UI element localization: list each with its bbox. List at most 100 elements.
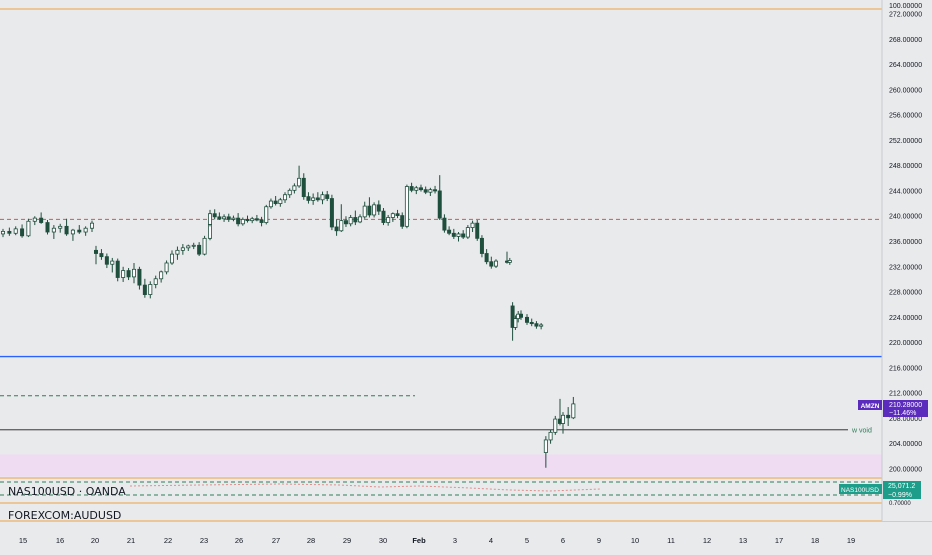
candle [39,212,44,224]
candle [320,191,325,205]
time-tick-label: Feb [412,536,426,545]
time-tick-label: 19 [847,536,855,545]
candle [175,246,180,260]
time-tick-label: 26 [235,536,243,545]
candle [231,215,236,222]
candle [510,302,515,341]
candle [513,315,518,330]
candle [32,216,37,226]
candle [372,202,377,218]
candle [553,415,558,435]
price-tick-label: 208.00000 [889,416,922,423]
candle [306,192,311,204]
candle [414,185,419,195]
price-tick-label: 232.00000 [889,264,922,271]
candle [348,214,353,227]
candle [226,213,231,222]
candle [442,214,447,233]
candle [7,227,12,236]
time-tick-label: 15 [19,536,27,545]
price-tick-label: 236.00000 [889,239,922,246]
nas-change: −0.99% [888,492,912,499]
candle [311,193,316,205]
candle [26,218,31,238]
time-tick-label: 6 [561,536,565,545]
candle [423,186,428,195]
candle [254,214,259,222]
aud-pane-title[interactable]: FOREXCOM:AUDUSD [8,509,122,522]
price-tick-label: 256.00000 [889,113,922,120]
time-tick-label: 23 [200,536,208,545]
price-tick-label: 224.00000 [889,315,922,322]
candle [268,198,273,209]
candle [250,216,255,224]
candle [418,184,423,192]
candle [475,220,480,241]
price-tick-label: 268.00000 [889,37,922,44]
candle [99,249,104,260]
candle [142,278,147,298]
candle [186,244,191,251]
price-tick-label: 216.00000 [889,365,922,372]
price-tick-label: 264.00000 [889,62,922,69]
price-tick-label: 252.00000 [889,138,922,145]
amzn-ticker: AMZN [861,403,880,410]
candle [367,197,372,218]
time-tick-label: 22 [164,536,172,545]
candle [83,226,88,236]
candle [479,235,484,258]
candle [126,268,131,281]
price-tick-label: 200.00000 [889,467,922,474]
amzn-price: 210.28000 [889,402,922,409]
price-tick-label: 212.00000 [889,391,922,398]
candle [461,230,466,239]
candle [222,214,227,222]
candle [315,192,320,202]
candle [428,187,433,196]
nas-ticker: NAS100USD [841,487,879,494]
candle [447,226,452,236]
time-tick-label: 30 [379,536,387,545]
candle [212,209,217,220]
void-level-label: w void [851,427,872,434]
candle [77,225,82,234]
candle [104,253,109,269]
candle [131,262,136,284]
candle [343,216,348,227]
candle [197,242,202,257]
amzn-change: −11.46% [889,410,916,417]
candle [273,196,278,206]
price-tick-label: 220.00000 [889,340,922,347]
candle [433,185,438,194]
price-tick-label: 100.00000 [889,3,922,10]
price-tick-label: 260.00000 [889,87,922,94]
candle [376,200,381,215]
candle [456,232,461,242]
candle [207,209,212,227]
candle [362,201,367,219]
nas-price: 25,071.2 [888,483,915,490]
candle [217,212,222,221]
price-tick-label: 248.00000 [889,163,922,170]
candle [110,257,115,273]
candle [507,257,512,265]
candle [386,214,391,226]
time-tick-label: 16 [56,536,64,545]
candle [400,212,405,229]
time-tick-label: 9 [597,536,601,545]
candle [148,281,153,299]
candle [571,396,576,420]
price-tick-label: 0.70000 [889,501,911,507]
candle [58,223,63,233]
candle [180,244,185,255]
candle [334,219,339,236]
candle [94,245,99,265]
nas-pane-title[interactable]: NAS100USD · OANDA [8,485,126,498]
candle [20,224,25,238]
candle [164,260,169,275]
candle [245,215,250,223]
nas-series-line [129,483,601,492]
candle [51,225,56,239]
